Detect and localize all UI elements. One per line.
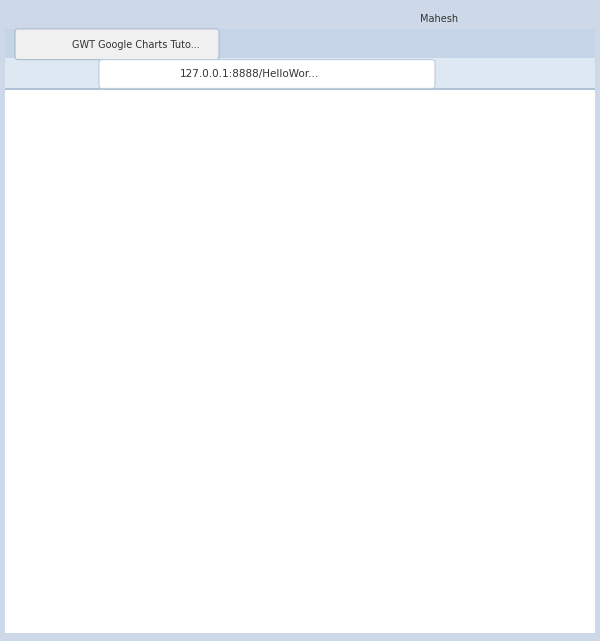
Bar — [230, 480, 275, 551]
Text: GWT Google Charts Tuto...: GWT Google Charts Tuto... — [72, 40, 200, 50]
Bar — [458, 356, 503, 551]
Bar — [367, 374, 412, 551]
Bar — [321, 374, 367, 551]
Bar — [412, 273, 458, 551]
Bar — [503, 480, 549, 551]
Bar — [184, 374, 230, 551]
Bar — [139, 480, 184, 551]
Text: Students height, in cm: Students height, in cm — [93, 138, 306, 157]
Text: Mahesh: Mahesh — [420, 13, 458, 24]
Bar — [275, 374, 321, 551]
Bar — [93, 480, 139, 551]
Text: 127.0.0.1:8888/HelloWor...: 127.0.0.1:8888/HelloWor... — [180, 69, 319, 79]
